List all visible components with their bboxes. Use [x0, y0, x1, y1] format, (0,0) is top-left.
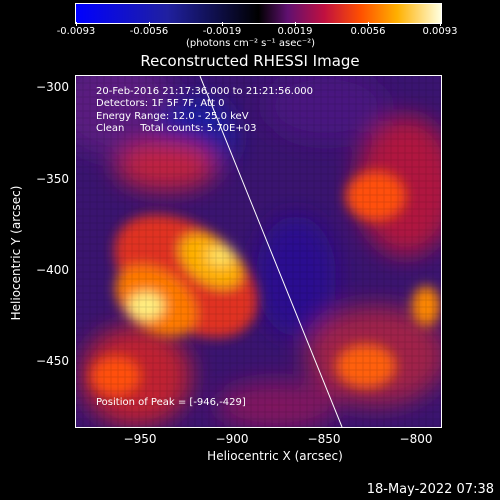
- x-tick-label: −800: [399, 432, 433, 446]
- image-title: Reconstructed RHESSI Image: [140, 52, 360, 70]
- colorbar-tick-label: 0.0093: [422, 26, 458, 37]
- colorbar-tick-label: -0.0056: [129, 26, 169, 37]
- detectors-text: Detectors: 1F 5F 7F, Att 0: [96, 98, 225, 109]
- colorbar-ticks: -0.0093 -0.0056 -0.0019 0.0019 0.0056 0.…: [0, 0, 500, 40]
- colorbar-units: (photons cm⁻² s⁻¹ asec⁻²): [186, 38, 316, 49]
- time-range-text: 20-Feb-2016 21:17:36.000 to 21:21:56.000: [96, 86, 314, 97]
- y-tick-label: −450: [36, 354, 69, 368]
- y-axis-label: Heliocentric Y (arcsec): [9, 185, 23, 321]
- image-canvas: [76, 76, 441, 427]
- colorbar-tick-label: -0.0093: [56, 26, 96, 37]
- x-tick-label: −950: [123, 432, 157, 446]
- x-tick-label: −900: [215, 432, 249, 446]
- colorbar: [75, 3, 442, 24]
- colorbar-tick-label: 0.0056: [350, 26, 386, 37]
- y-tick-label: −350: [36, 172, 69, 186]
- solar-limb-line: [199, 76, 343, 427]
- clean-counts-text: Clean Total counts: 5.70E+03: [96, 123, 257, 134]
- colorbar-tick-label: 0.0019: [277, 26, 313, 37]
- peak-position-text: Position of Peak = [-946,-429]: [96, 397, 246, 408]
- x-tick-label: −850: [307, 432, 341, 446]
- timestamp: 18-May-2022 07:38: [366, 482, 494, 497]
- y-tick-label: −300: [36, 80, 69, 94]
- colorbar-tick-label: -0.0019: [202, 26, 242, 37]
- y-tick-label: −400: [36, 263, 69, 277]
- energy-range-text: Energy Range: 12.0 - 25.0 keV: [96, 111, 249, 122]
- rhessi-image-plot: 20-Feb-2016 21:17:36.000 to 21:21:56.000…: [75, 75, 442, 428]
- x-axis-label: Heliocentric X (arcsec): [207, 449, 343, 463]
